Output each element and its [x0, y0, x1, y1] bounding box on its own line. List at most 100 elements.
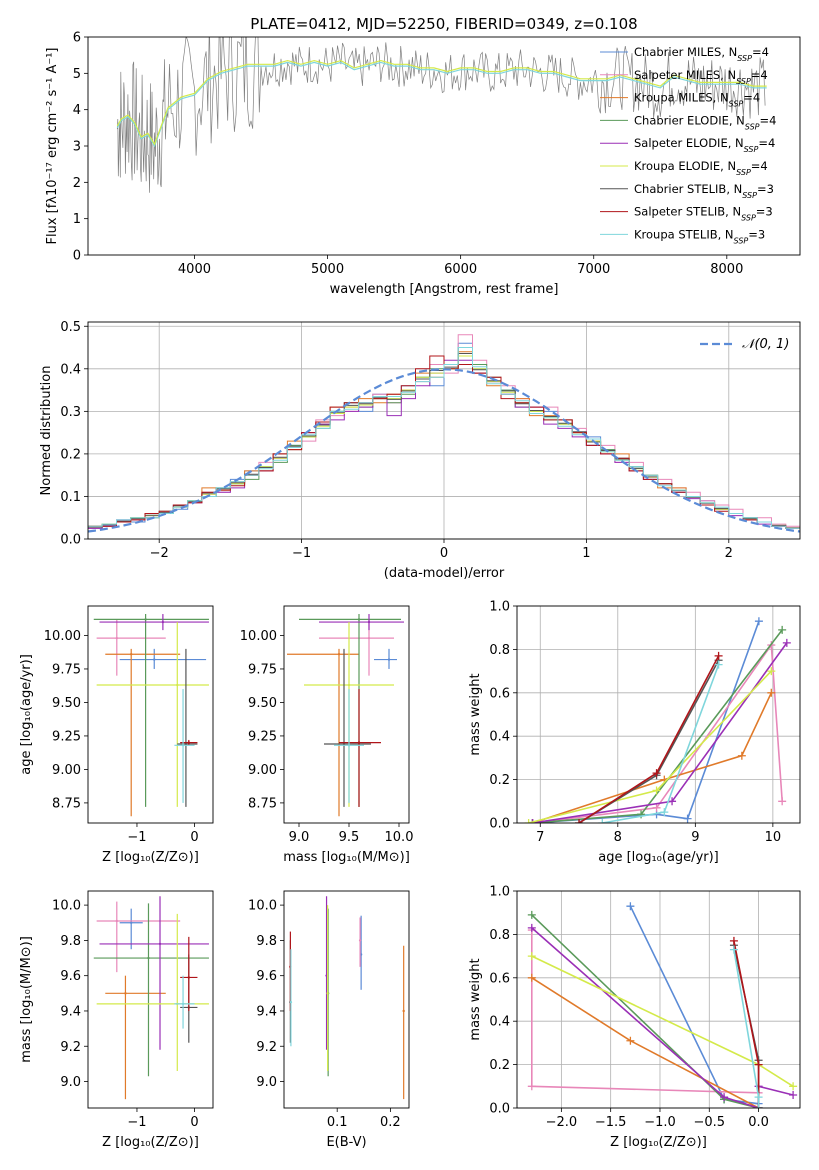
plot-area-age-vs-Z [93, 614, 209, 817]
model-spectrum-line [116, 59, 767, 146]
plus-marker [652, 786, 661, 795]
x-axis-label: Z [log₁₀(Z/Z⊙)] [102, 1135, 199, 1150]
plot-area-EBV [289, 896, 405, 1100]
plus-marker [754, 617, 763, 626]
errorbar-point [184, 742, 188, 746]
plus-marker [714, 651, 723, 660]
x-tick-label: −1 [127, 1115, 146, 1130]
plot-area-massweight-vs-age [524, 617, 791, 823]
errorbar-point [367, 636, 371, 640]
axes-frame [283, 890, 410, 1109]
errorbar-point [347, 683, 351, 687]
plot-area-residuals [88, 334, 800, 533]
axes-frame [87, 36, 801, 256]
y-tick-label: 4 [73, 103, 81, 118]
axes-frame [87, 605, 214, 824]
plus-marker [527, 973, 536, 982]
errorbar-point [181, 744, 185, 747]
legend-count: =4 [751, 68, 768, 82]
legend-count: =3 [757, 182, 774, 196]
plus-marker [754, 1104, 763, 1108]
errorbar-point [147, 956, 150, 960]
legend-label: Salpeter STELIB, NSSP=3 [634, 205, 773, 223]
legend-count: =3 [756, 205, 773, 219]
errorbar-point [124, 992, 127, 995]
x-tick-label: 8 [614, 830, 622, 845]
legend-count: =4 [752, 45, 769, 59]
plus-marker [782, 638, 791, 647]
y-tick-label: 9.50 [52, 696, 81, 711]
plus-marker [767, 688, 776, 697]
x-tick-label: 9.0 [289, 830, 310, 845]
plus-marker [527, 910, 536, 919]
y-axis-label: mass weight [468, 673, 483, 755]
panel-mass-vs-Z: −1 0 9.0 9.2 9.4 9.6 9.8 10.0 Z [log₁₀(Z/Z⊙)] mas… [19, 890, 214, 1150]
y-tick-label: 9.50 [248, 696, 277, 711]
legend: Chabrier MILES, NSSP=4 Salpeter MILES, NS… [600, 45, 776, 245]
errorbar-point [115, 919, 119, 923]
y-tick-label: 8.75 [248, 796, 277, 811]
panel-EBV: 0.1 0.2 9.0 9.2 9.4 9.6 9.8 10.0 E(B-V) [248, 890, 410, 1150]
y-tick-label: 9.0 [60, 1075, 81, 1090]
y-tick-label: 0.6 [489, 686, 510, 701]
errorbar-point [402, 1009, 405, 1013]
y-tick-label: 9.4 [256, 1004, 277, 1019]
x-tick-label: 10.0 [385, 830, 414, 845]
plus-marker [737, 751, 746, 760]
plus-marker [729, 945, 738, 954]
errorbar-point [130, 653, 133, 656]
x-tick-label: −1 [292, 546, 311, 561]
legend-subscript: SSP [736, 168, 751, 177]
plus-marker [598, 819, 607, 823]
x-tick-label: −1 [127, 830, 146, 845]
plus-marker [789, 1082, 798, 1091]
legend-subscript: SSP [745, 122, 760, 131]
y-tick-label: 0.5 [60, 320, 81, 335]
x-tick-label: −1.5 [595, 1115, 627, 1130]
y-tick-label: 9.75 [52, 662, 81, 677]
x-tick-label: 0.2 [380, 1115, 401, 1130]
y-tick-label: 0.0 [489, 817, 510, 832]
plus-marker [778, 625, 787, 634]
weight-line [530, 930, 759, 1094]
plus-marker [767, 667, 776, 676]
errorbar-point [367, 620, 371, 624]
plus-marker [652, 803, 661, 812]
errorbar-point [161, 620, 165, 624]
plus-marker [720, 1093, 729, 1102]
panel-age-vs-Z: −1 0 8.75 9.00 9.25 9.50 9.75 10.00 Z [log₁₀(Z/Z… [19, 605, 214, 865]
errorbar-point [357, 618, 361, 621]
y-tick-label: 1 [73, 212, 81, 227]
x-tick-label: −1.0 [644, 1115, 676, 1130]
plus-marker [528, 819, 537, 823]
x-tick-label: 10 [765, 830, 782, 845]
axes-frame [516, 890, 801, 1109]
x-tick-label: 8000 [710, 262, 743, 277]
legend-label: Kroupa ELODIE, NSSP=4 [634, 159, 768, 177]
errorbar-point [289, 1000, 293, 1004]
errorbar-point [358, 939, 362, 942]
y-tick-label: 9.8 [256, 934, 277, 949]
axes-frame [283, 605, 410, 824]
plus-marker [575, 819, 584, 823]
y-tick-label: 9.0 [256, 1075, 277, 1090]
y-tick-label: 9.00 [52, 763, 81, 778]
x-tick-label: 2 [725, 546, 733, 561]
plot-area-mass-vs-Z [93, 896, 209, 1100]
weight-line [531, 977, 759, 1108]
legend-count: =4 [751, 159, 768, 173]
plot-area-spectrum [116, 37, 767, 193]
y-axis-label: mass [log₁₀(M/M⊙)] [19, 936, 34, 1063]
plus-marker [527, 1082, 536, 1091]
legend-label: Chabrier ELODIE, NSSP=4 [634, 113, 776, 130]
errorbar-point [326, 992, 329, 995]
y-tick-label: 3 [73, 140, 81, 155]
y-tick-label: 0.4 [489, 730, 510, 745]
y-tick-label: 10.00 [240, 629, 277, 644]
y-axis-label: Flux [fλ10⁻¹⁷ erg cm⁻² s⁻¹ A⁻¹] [45, 48, 60, 245]
plus-marker [527, 952, 536, 961]
x-tick-label: 0.0 [748, 1115, 769, 1130]
y-tick-label: 9.75 [248, 662, 277, 677]
errorbar-point [158, 942, 162, 946]
